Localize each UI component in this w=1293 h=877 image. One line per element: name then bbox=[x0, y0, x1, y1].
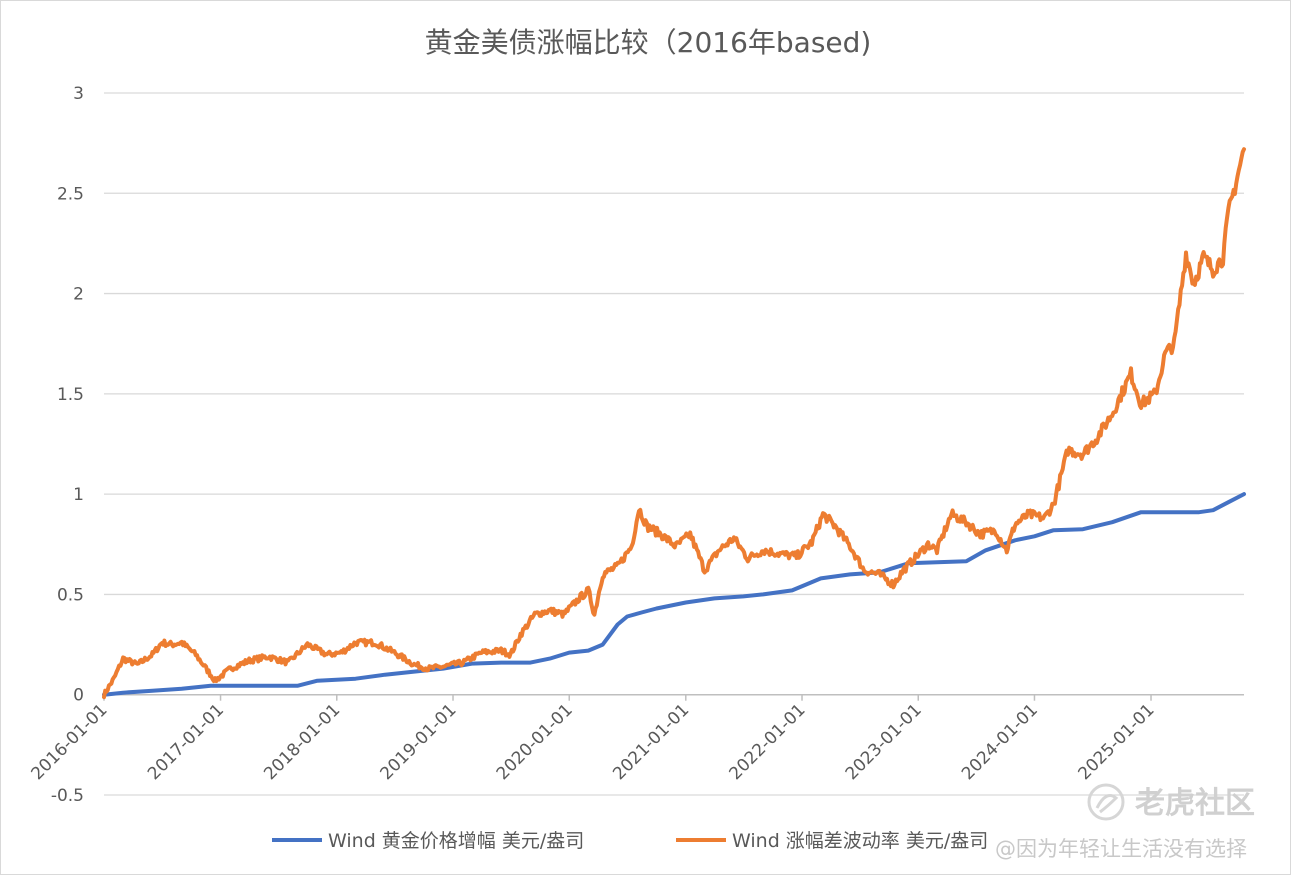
y-tick-label: -0.5 bbox=[51, 786, 84, 806]
tiger-logo-icon bbox=[1087, 783, 1125, 821]
chart-title: 黄金美债涨幅比较（2016年based) bbox=[425, 26, 872, 59]
y-tick-label: 0 bbox=[73, 686, 84, 706]
grid bbox=[104, 92, 1244, 796]
x-tick-label: 2016-01-01 bbox=[28, 700, 112, 784]
axes: -0.5 0 0.5 1 1.5 2 2.5 3 2016-01-01 2017-01-01 201… bbox=[28, 84, 1244, 806]
legend-label-2: Wind 涨幅差波动率 美元/盎司 bbox=[732, 830, 988, 852]
watermark-credit: @因为年轻让生活没有选择 bbox=[995, 837, 1247, 861]
x-tick-label: 2024-01-01 bbox=[958, 700, 1042, 784]
legend: Wind 黄金价格增幅 美元/盎司 Wind 涨幅差波动率 美元/盎司 bbox=[272, 830, 988, 852]
y-tick-label: 2.5 bbox=[57, 184, 84, 204]
x-tick-label: 2018-01-01 bbox=[260, 700, 344, 784]
x-tick-label: 2025-01-01 bbox=[1075, 700, 1159, 784]
y-tick-label: 2 bbox=[73, 285, 84, 305]
series-line-1 bbox=[102, 492, 1246, 697]
y-tick-label: 1.5 bbox=[57, 385, 84, 405]
x-tick-label: 2021-01-01 bbox=[609, 700, 693, 784]
y-tick-label: 0.5 bbox=[57, 585, 84, 605]
x-tick-label: 2017-01-01 bbox=[144, 700, 228, 784]
legend-label-1: Wind 黄金价格增幅 美元/盎司 bbox=[328, 830, 584, 852]
y-tick-label: 1 bbox=[73, 485, 84, 505]
y-tick-label: 3 bbox=[73, 84, 84, 104]
x-tick-label: 2020-01-01 bbox=[493, 700, 577, 784]
watermark-logo-text: 老虎社区 bbox=[1135, 786, 1255, 821]
series-line-2 bbox=[102, 147, 1246, 700]
x-tick-label: 2019-01-01 bbox=[377, 700, 461, 784]
watermark: 老虎社区 @因为年轻让生活没有选择 bbox=[995, 783, 1255, 861]
x-tick-label: 2022-01-01 bbox=[726, 700, 810, 784]
series-group bbox=[102, 147, 1246, 700]
x-tick-label: 2023-01-01 bbox=[842, 700, 926, 784]
